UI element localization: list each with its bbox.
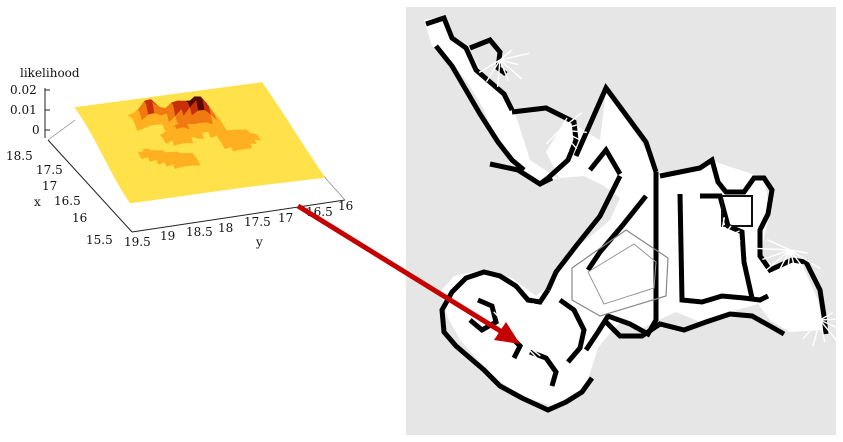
map-inner-rooms (571, 195, 753, 317)
scan-ray (802, 319, 821, 340)
scan-ray (789, 249, 821, 270)
scan-ray (766, 238, 791, 251)
y-tick-label: 17 (278, 211, 293, 225)
scan-ray (719, 239, 741, 242)
scan-ray (766, 249, 791, 271)
scan-ray (519, 302, 522, 341)
scan-ray (485, 59, 501, 82)
y-tick-label: 18.5 (186, 225, 213, 239)
scan-ray (558, 129, 561, 153)
scan-ray (499, 49, 512, 61)
scan-ray (703, 222, 721, 241)
z-tick-label: 0 (32, 123, 40, 137)
scan-ray (756, 247, 791, 251)
scan-ray (519, 339, 548, 370)
scan-ray (499, 52, 530, 61)
scan-ray (797, 319, 821, 330)
y-axis-label: y (255, 235, 263, 249)
scan-ray (519, 312, 526, 341)
likelihood-surface (74, 82, 326, 204)
scan-ray (519, 339, 554, 360)
scan-ray (715, 225, 721, 241)
z-tick-label: 0.01 (10, 103, 37, 117)
scan-ray (812, 319, 821, 347)
scan-ray (515, 307, 521, 341)
scan-ray (708, 235, 721, 241)
x-tick-label: 15.5 (86, 233, 113, 247)
scan-ray (504, 307, 521, 341)
z-tick-label: 0.02 (10, 83, 37, 97)
x-tick-label: 17.5 (36, 163, 63, 177)
x-axis-line (47, 139, 133, 233)
scan-ray (519, 302, 535, 341)
y-axis-line (131, 199, 346, 233)
scan-ray (519, 339, 555, 342)
surface-facet (315, 174, 326, 179)
scan-ray (519, 335, 552, 341)
x-axis-label: x (34, 195, 41, 209)
scan-ray (545, 129, 561, 145)
scan-ray (786, 249, 791, 277)
occupancy-map (406, 7, 843, 435)
scan-ray (559, 124, 578, 131)
scan-ray (519, 328, 557, 341)
scan-ray (499, 59, 523, 80)
y-tick-label: 19 (160, 229, 175, 243)
x-tick-label: 18.5 (6, 149, 33, 163)
x-tick-label: 16 (72, 211, 87, 225)
scan-ray (549, 129, 561, 155)
likelihood-surface-plot: likelihood 0.02 0.01 0 18.5 17.5 17 16.5… (6, 66, 353, 249)
scan-ray (559, 129, 578, 150)
scan-ray (789, 249, 808, 254)
scan-ray (519, 327, 545, 341)
scan-ray (774, 249, 791, 279)
scan-ray (502, 314, 521, 341)
scan-ray (789, 249, 800, 284)
scan-ray (478, 59, 501, 74)
scan-ray (499, 59, 519, 66)
z-axis-label: likelihood (20, 66, 80, 80)
scan-ray (819, 318, 843, 321)
scan-ray (519, 317, 554, 341)
correspondence-arrow (296, 203, 520, 344)
scan-ray (819, 319, 826, 343)
scan-ray (719, 217, 726, 241)
scan-ray (509, 307, 521, 341)
scan-ray (719, 230, 740, 241)
y-tick-label: 17.5 (244, 215, 271, 229)
scan-ray (819, 319, 838, 329)
scan-ray (559, 129, 587, 133)
x-tick-label: 16.5 (54, 194, 81, 208)
scan-ray (559, 129, 569, 153)
scan-ray (719, 239, 738, 251)
scan-ray (559, 112, 583, 131)
y-tick-label: 16 (338, 199, 353, 213)
scan-ray (789, 249, 805, 269)
scan-ray (496, 59, 501, 87)
scan-ray (499, 59, 510, 82)
map-free-space (424, 16, 824, 408)
map-walls (425, 14, 829, 413)
scan-ray (519, 339, 555, 348)
scan-ray (819, 311, 834, 321)
scan-ray (719, 225, 732, 241)
y-tick-label: 19.5 (124, 235, 151, 249)
y-tick-label: 18 (218, 221, 233, 235)
scan-ray (519, 339, 549, 352)
scan-ray (762, 249, 791, 261)
x-tick-label: 17 (42, 179, 57, 193)
scan-ray (819, 319, 839, 343)
scan-ray (519, 308, 546, 341)
scan-ray (559, 117, 568, 131)
scan-ray (559, 129, 580, 140)
